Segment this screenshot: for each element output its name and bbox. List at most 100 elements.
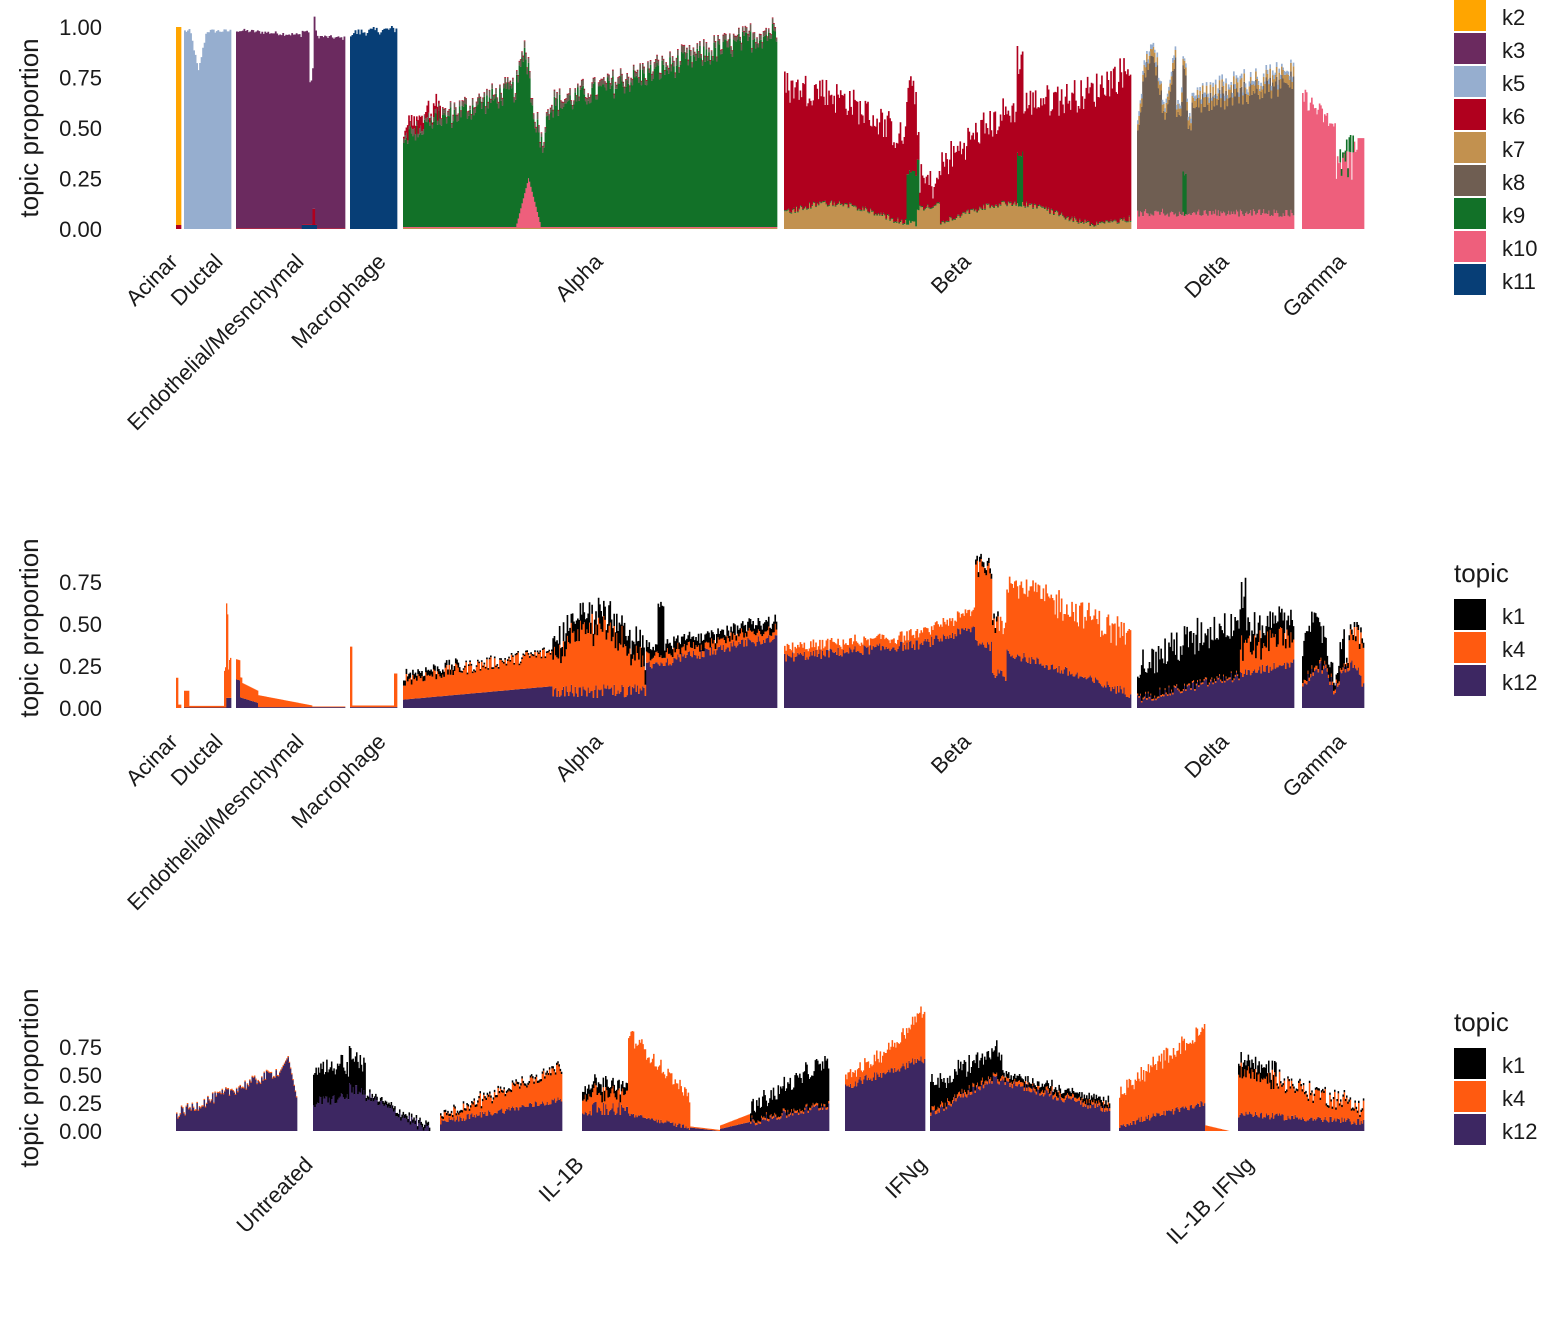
panel-1-y-tick-label: 1.00: [59, 15, 102, 40]
p2-alpha: [403, 597, 778, 708]
panel-1-legend-label-k2: k2: [1502, 5, 1525, 30]
p3-untreated-a-k4-segment: [176, 1055, 298, 1119]
p2-endo: [236, 659, 346, 708]
panel-1-y-tick-label: 0.50: [59, 116, 102, 141]
p2-ductal-k4-segment: [184, 603, 232, 708]
p1-delta: [1137, 42, 1295, 229]
p3-ifng-b-k12-segment: [930, 1075, 1111, 1131]
panel-2-x-group-label: Gamma: [1278, 728, 1352, 802]
p3-il1b-d-k4-segment: [690, 1126, 721, 1131]
panel-1-legend-label-k11: k11: [1502, 269, 1536, 294]
p2-ductal: [184, 603, 232, 708]
panel-2-y-tick-label: 0.50: [59, 612, 102, 637]
panel-3-legend-swatch-k4: [1454, 1081, 1486, 1112]
panel-1-y-ticks: 0.00 0.25 0.50 0.75 1.00: [59, 15, 102, 242]
panel-1-legend-swatch-k11: [1454, 264, 1486, 295]
p2-gamma: [1302, 611, 1365, 708]
p1-alpha: [403, 17, 778, 229]
p1-delta-k7-segment: [1137, 46, 1295, 131]
p1-acinar-k6-segment: [176, 224, 182, 229]
p2-ductal-k12-segment: [184, 697, 232, 708]
p2-beta-k4-segment: [784, 558, 1132, 698]
panel-3-legend: k1 k4 k12: [1454, 1048, 1537, 1145]
panel-3-y-axis-label: topic proportion: [14, 988, 44, 1167]
panel-3-x-group-label: IL-1B_IFNg: [1161, 1152, 1258, 1249]
panel-1-legend-swatch-k8: [1454, 165, 1486, 196]
panel-1-legend-label-k8: k8: [1502, 170, 1525, 195]
panel-1-legend-swatch-k10: [1454, 231, 1486, 262]
p1-delta-k5-segment: [1137, 42, 1295, 125]
panel-1-legend-swatch-k3: [1454, 33, 1486, 64]
p3-il1b-a-k12-segment: [440, 1097, 563, 1131]
panel-1-legend-swatch-k2: [1454, 0, 1486, 31]
p1-endo: [236, 16, 346, 229]
p3-il1b-a-k4-segment: [440, 1063, 563, 1125]
p3-untreated-b-k12-segment: [313, 1083, 430, 1131]
p3-untreated-a: [176, 1055, 298, 1131]
panel-1-x-group-label: Beta: [926, 248, 976, 298]
p2-gamma-k4-segment: [1302, 626, 1365, 695]
panel-1-bars: [176, 16, 1365, 229]
p2-delta: [1137, 577, 1295, 708]
p2-alpha-k1-segment: [403, 597, 778, 686]
panel-2-legend-label-k12: k12: [1502, 670, 1537, 695]
p3-il1b-b: [582, 1074, 629, 1131]
p1-ductal: [184, 29, 232, 229]
panel-1-y-tick-label: 0.25: [59, 167, 102, 192]
p2-acinar: [176, 677, 182, 708]
panel-1-legend-label-k5: k5: [1502, 71, 1525, 96]
panel-3-y-tick-label: 0.00: [59, 1119, 102, 1144]
p1-gamma: [1302, 89, 1365, 229]
p1-delta-k8-segment: [1137, 55, 1295, 217]
panel-2-x-group-label: Alpha: [550, 728, 608, 786]
p1-endo-k3-segment: [236, 16, 346, 229]
p1-beta-k7-segment: [784, 201, 1132, 229]
p2-alpha-k12-segment: [403, 635, 778, 708]
panel-2-y-tick-label: 0.75: [59, 570, 102, 595]
panel-2-y-tick-label: 0.00: [59, 696, 102, 721]
panel-3-bars: [176, 1006, 1365, 1131]
panel-3-legend-swatch-k12: [1454, 1114, 1486, 1145]
p3-il1bifng-c-k12-segment: [1238, 1111, 1365, 1131]
panel-3-y-tick-label: 0.25: [59, 1091, 102, 1116]
p2-beta-k12-segment: [784, 626, 1132, 708]
p3-il1bifng-c-k1-segment: [1238, 1051, 1365, 1118]
p1-alpha-k8-segment: [403, 18, 778, 153]
p1-endo-k11-segment: [301, 224, 317, 229]
panel-1-legend-label-k10: k10: [1502, 236, 1537, 261]
p3-il1b-c: [628, 1030, 691, 1131]
panel-2-legend-label-k1: k1: [1502, 604, 1525, 629]
p1-beta-k6-segment: [784, 46, 1132, 226]
p3-il1b-c-k4-segment: [628, 1030, 691, 1130]
p3-il1b-f-k1-segment: [750, 1056, 830, 1123]
p3-il1bifng-b: [1205, 1125, 1230, 1131]
panel-2-x-group-label: Delta: [1180, 728, 1235, 783]
p1-delta-k10-segment: [1137, 208, 1295, 229]
panel-1-y-tick-label: 0.00: [59, 217, 102, 242]
p3-il1b-e-k12-segment: [720, 1122, 751, 1131]
p3-il1bifng-b-k4-segment: [1205, 1125, 1230, 1131]
p1-acinar-k2-segment: [176, 27, 182, 225]
panel-3-y-tick-label: 0.75: [59, 1035, 102, 1060]
p1-beta: [784, 46, 1132, 229]
panel-1-x-group-label: Delta: [1180, 248, 1235, 303]
panel-2-y-axis-label: topic proportion: [14, 538, 44, 717]
panel-1-legend: k2 k3 k5 k6 k7 k8 k9 k10 k11: [1454, 0, 1537, 295]
panel-3-legend-label-k1: k1: [1502, 1053, 1525, 1078]
p3-untreated-b: [313, 1045, 431, 1131]
p3-il1b-f: [750, 1056, 830, 1131]
panel-1-y-axis-label: topic proportion: [14, 38, 44, 217]
panel-2-x-group-label: Ductal: [166, 729, 228, 791]
panel-3-legend-label-k4: k4: [1502, 1086, 1525, 1111]
p3-untreated-b-k1-segment: [313, 1045, 431, 1131]
panel-1-y-tick-label: 0.75: [59, 66, 102, 91]
p3-il1b-e-k4-segment: [720, 1114, 751, 1129]
panel-2-structure-plot: topic proportion 0.00 0.25 0.50 0.75 Acinar…: [14, 538, 1537, 915]
panel-1-x-group-label: Ductal: [166, 249, 228, 311]
p2-beta: [784, 553, 1132, 708]
panel-2-y-ticks: 0.00 0.25 0.50 0.75: [59, 570, 102, 721]
p2-acinar-k4-segment: [176, 677, 182, 708]
p3-ifng-b: [930, 1040, 1111, 1131]
p3-ifng-a: [845, 1006, 926, 1131]
